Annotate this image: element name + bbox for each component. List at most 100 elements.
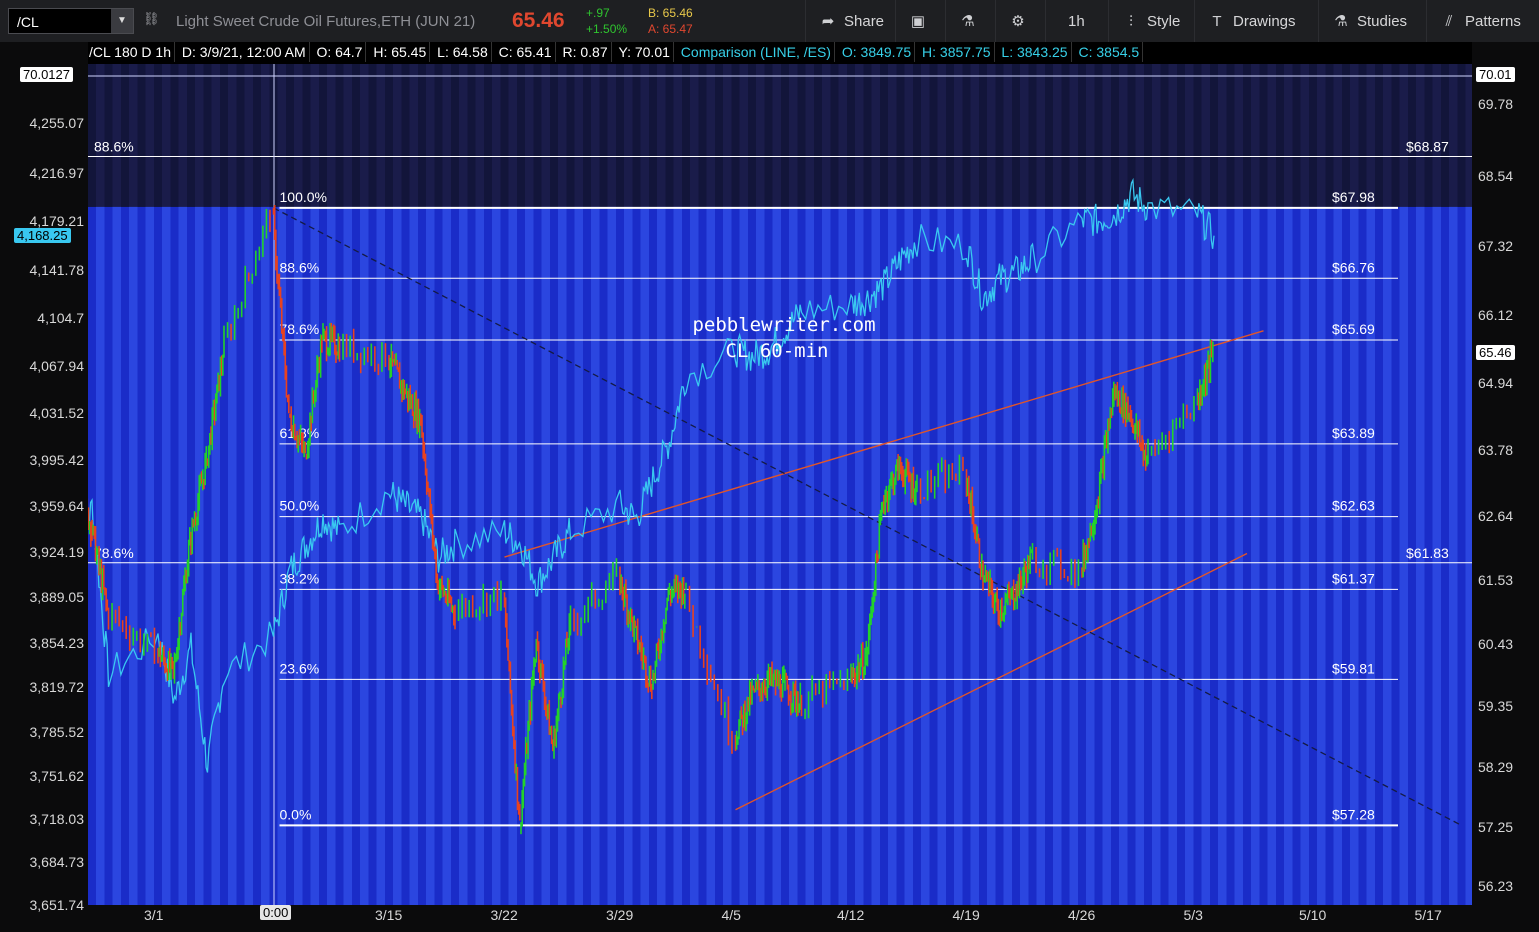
flask-button[interactable]: ⚗ [945,0,995,42]
outer-fib-price-label: $61.83 [1406,545,1449,561]
right-top-tag: 70.01 [1476,67,1515,82]
session-band [1292,206,1301,905]
bar-close: C: 65.41 [496,42,556,62]
time-axis-tick: 3/22 [490,907,518,923]
session-band [434,64,443,207]
session-band [253,64,261,207]
session-band [797,64,806,207]
session-band [1391,206,1400,905]
comparison-label[interactable]: Comparison (LINE, /ES) [678,42,835,62]
session-band [913,64,921,207]
session-band [682,206,690,905]
percent-change: +1.50% [586,22,628,36]
session-band [1325,206,1334,905]
info-bar: /CL 180 D 1h D: 3/9/21, 12:00 AM O: 64.7… [86,42,1486,64]
session-band [1045,206,1053,905]
session-band [1078,206,1086,905]
drawings-button[interactable]: T Drawings [1194,0,1314,42]
patterns-button[interactable]: ⫽ Patterns [1426,0,1539,42]
session-band [88,64,96,207]
session-band [451,64,459,207]
session-band [698,206,707,905]
session-band [1342,64,1350,207]
es-comparison-series [88,177,1215,773]
session-band [236,206,245,905]
time-axis-tick: 4/5 [721,907,741,923]
share-button[interactable]: ➦ Share [805,0,895,42]
session-band [1177,206,1185,905]
session-band [665,64,674,207]
session-band [1045,64,1053,207]
session-band [1391,64,1400,207]
session-band [599,206,608,905]
time-axis-tick: 5/3 [1183,907,1203,923]
studies-label: Studies [1357,12,1408,30]
chart-settings-button[interactable]: ▣ [895,0,945,42]
session-band [1078,64,1086,207]
left-axis-tick: 3,651.74 [29,897,85,913]
left-price-axis[interactable]: 4,255.07 4,216.97 4,179.21 4,141.78 4,104.7 4… [0,42,88,913]
symbol-selector[interactable]: /CL ▼ [8,8,134,34]
price-chart[interactable]: 100.0%$67.9888.6%$66.7678.6%$65.6961.8%$… [88,64,1472,905]
session-band [748,206,756,905]
right-axis-tick: 67.32 [1478,237,1514,254]
settings-button[interactable]: ⚙ [995,0,1045,42]
session-band [302,64,311,207]
timeframe-button[interactable]: 1h [1045,0,1103,42]
left-axis-tick: 4,216.97 [29,164,85,181]
time-axis[interactable]: 3/13/83/153/223/294/54/124/194/265/35/10… [88,905,1472,932]
right-axis-tick: 58.29 [1478,759,1514,776]
flask-icon: ⚗ [1334,13,1348,30]
session-band [1028,64,1037,207]
fib-price-label: $65.69 [1332,321,1375,337]
flask-icon: ⚗ [961,13,975,30]
right-price-axis[interactable]: 69.78 68.54 67.32 66.12 64.94 63.78 62.64 61.53… [1472,42,1539,907]
session-band [1408,64,1416,207]
session-band [1457,64,1466,207]
session-band [962,64,971,207]
time-axis-tick: 4/12 [837,907,865,923]
session-band [583,64,591,207]
session-band [1276,64,1284,207]
instrument-description: Light Sweet Crude Oil Futures,ETH (JUN 2… [176,13,476,30]
crosshair-time-tag: 0:00 [260,905,292,920]
left-axis-tick: 3,751.62 [29,767,85,784]
comparison-open: O: 3849.75 [839,42,916,62]
session-band [682,64,690,207]
time-axis-tick: 3/15 [375,907,403,923]
session-band [1193,64,1202,207]
session-band [368,64,377,207]
session-band [121,206,129,905]
symbol-text: /CL [17,14,39,30]
session-band [236,64,245,207]
time-axis-tick: 4/26 [1068,907,1096,923]
session-band [896,206,905,905]
session-band [665,206,674,905]
left-axis-tick: 4,104.7 [37,310,84,326]
bar-open: O: 64.7 [314,42,367,62]
style-button[interactable]: ⫶ Style [1108,0,1194,42]
link-icon[interactable]: ⛓ [143,11,160,26]
session-band [1012,64,1020,207]
session-band [137,64,146,207]
right-axis-tick: 59.35 [1478,697,1514,714]
left-current-tag: 4,168.25 [14,227,71,243]
session-band [220,64,228,207]
right-axis-tick: 60.43 [1478,635,1514,652]
session-band [649,206,657,905]
session-band [1358,64,1367,207]
chevron-down-icon[interactable]: ▼ [111,9,133,33]
left-axis-tick: 3,785.52 [29,723,85,740]
left-axis-tick: 4,255.07 [29,115,85,132]
session-band [847,64,855,207]
studies-button[interactable]: ⚗ Studies [1318,0,1424,42]
session-band [550,206,558,905]
right-axis-tick: 68.54 [1478,167,1514,184]
session-band [929,206,938,905]
session-band [698,64,707,207]
fib-price-label: $67.98 [1332,189,1375,205]
text-tool-icon: T [1212,12,1222,30]
drawings-label: Drawings [1233,12,1296,30]
time-axis-tick: 4/19 [952,907,980,923]
right-axis-tick: 64.94 [1478,375,1514,392]
